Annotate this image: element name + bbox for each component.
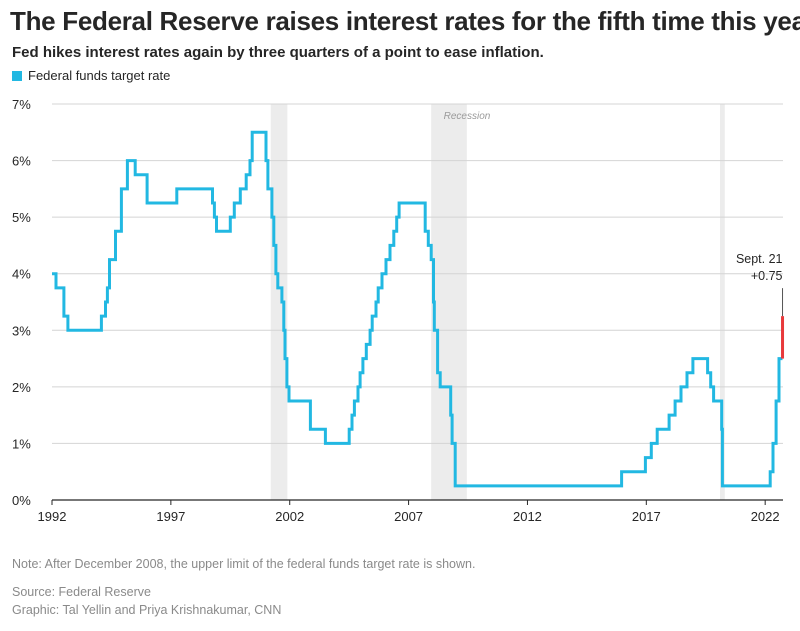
x-tick-label: 1992 [38,509,67,524]
y-tick-label: 1% [12,436,31,451]
y-tick-label: 6% [12,154,31,169]
x-tick-label: 2017 [632,509,661,524]
rate-series-line [52,130,783,488]
x-tick-label: 2012 [513,509,542,524]
footnote-credit: Graphic: Tal Yellin and Priya Krishnakum… [12,603,282,617]
chart-legend: Federal funds target rate [12,68,170,83]
y-tick-label: 4% [12,267,31,282]
annotation-change: +0.75 [751,269,783,283]
y-tick-label: 0% [12,493,31,508]
annotation-date: Sept. 21 [736,252,783,266]
chart-subtitle: Fed hikes interest rates again by three … [12,44,544,61]
legend-swatch [12,70,22,81]
y-tick-label: 2% [12,380,31,395]
x-tick-label: 2002 [275,509,304,524]
recession-band [431,104,467,500]
x-tick-label: 2007 [394,509,423,524]
y-tick-label: 7% [12,97,31,112]
footnote-source: Source: Federal Reserve [12,585,151,599]
legend-label: Federal funds target rate [28,68,171,83]
x-tick-label: 2022 [751,509,780,524]
footnote-note: Note: After December 2008, the upper lim… [12,557,476,571]
recession-band [270,104,288,500]
x-tick-label: 1997 [156,509,185,524]
recession-label: Recession [444,111,491,122]
recession-band [720,104,725,500]
y-tick-label: 3% [12,323,31,338]
y-tick-label: 5% [12,210,31,225]
chart-title: The Federal Reserve raises interest rate… [10,6,800,36]
